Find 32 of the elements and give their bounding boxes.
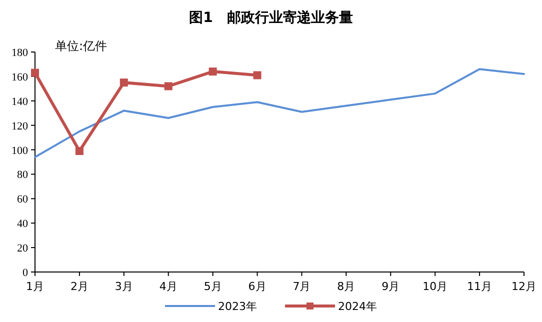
- x-tick-label: 10月: [422, 280, 448, 293]
- y-tick-label: 0: [22, 267, 28, 279]
- x-tick-label: 6月: [248, 280, 266, 293]
- x-tick-label: 12月: [512, 280, 536, 293]
- point: [164, 82, 172, 90]
- x-tick-label: 3月: [114, 280, 133, 293]
- x-tick-label: 11月: [467, 280, 492, 293]
- point: [253, 71, 262, 80]
- x-tick-label: 4月: [159, 280, 178, 293]
- annotation: 单位:亿件: [55, 39, 108, 53]
- point: [208, 68, 217, 76]
- y-tick-label: 80: [17, 169, 28, 182]
- legend-label: 2023年: [218, 300, 257, 313]
- x-tick-label: 7月: [292, 280, 311, 293]
- y-tick-label: 140: [12, 96, 28, 108]
- legend-label: 2024年: [338, 300, 377, 313]
- x-tick-label: 8月: [337, 280, 356, 293]
- point: [31, 68, 39, 77]
- x-tick-label: 1月: [26, 280, 44, 293]
- x-tick-label: 9月: [382, 280, 400, 293]
- y-tick-label: 20: [17, 242, 28, 255]
- y-tick-label: 100: [12, 144, 28, 157]
- x-tick-label: 2月: [70, 280, 88, 293]
- y-tick-label: 40: [17, 218, 28, 230]
- y-tick-label: 60: [17, 194, 28, 206]
- y-tick-label: 120: [12, 120, 28, 132]
- y-tick-label: 160: [12, 71, 28, 84]
- y-tick-label: 180: [12, 47, 28, 59]
- point: [120, 78, 128, 87]
- point: [75, 147, 84, 155]
- x-tick-label: 5月: [204, 280, 222, 293]
- chart-title: 图1 邮政行业寄递业务量: [189, 9, 353, 26]
